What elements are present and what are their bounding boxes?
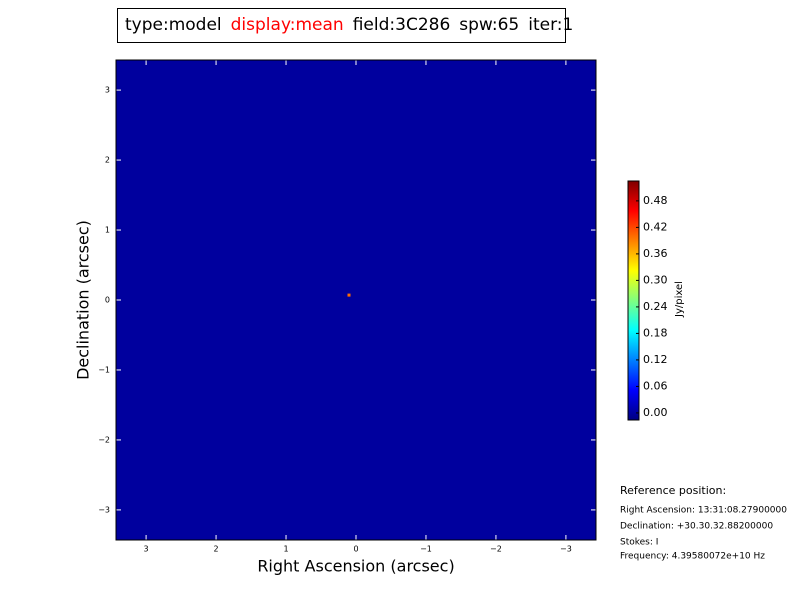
colorbar-tick-label: 0.18: [643, 326, 668, 339]
annotation: Stokes: I: [620, 538, 658, 548]
title-part: display:mean: [231, 15, 344, 35]
x-tick-label: 0: [353, 545, 358, 554]
y-axis-label: Declination (arcsec): [74, 220, 93, 380]
plot-frame: [115, 59, 597, 541]
x-tick-label: −1: [420, 545, 432, 554]
title-part: field:3C286: [353, 15, 451, 35]
y-tick-label: 0: [105, 296, 110, 305]
y-tick-label: 2: [105, 156, 110, 165]
colorbar-tick-label: 0.30: [643, 273, 668, 286]
colorbar-tick-label: 0.06: [643, 379, 668, 392]
y-tick-label: −1: [98, 365, 110, 374]
chart-title: type:model display:mean field:3C286 spw:65 i…: [125, 15, 573, 35]
colorbar-tick-label: 0.42: [643, 220, 668, 233]
colorbar-tick-label: 0.24: [643, 300, 668, 313]
title-box: [117, 8, 566, 43]
title-part: iter:1: [528, 15, 573, 35]
colorbar-tick-label: 0.12: [643, 353, 668, 366]
annotation: Reference position:: [620, 484, 726, 497]
y-tick-label: 1: [105, 226, 110, 235]
x-tick-label: −2: [490, 545, 502, 554]
colorbar-tick-label: 0.36: [643, 247, 668, 260]
title-part: type:model: [125, 15, 222, 35]
y-tick-label: 3: [105, 86, 110, 95]
x-tick-label: 2: [214, 545, 219, 554]
x-tick-label: 3: [144, 545, 149, 554]
x-tick-label: 1: [283, 545, 288, 554]
colorbar-tick-label: 0.00: [643, 406, 668, 419]
y-tick-label: −3: [98, 505, 110, 514]
image-pixel: [347, 293, 351, 297]
annotation: Right Ascension: 13:31:08.27900000: [620, 506, 787, 516]
y-tick-label: −2: [98, 435, 110, 444]
colorbar-tick-label: 0.48: [643, 194, 668, 207]
x-axis-label: Right Ascension (arcsec): [257, 557, 454, 576]
image-background: [116, 60, 596, 540]
x-tick-label: −3: [560, 545, 572, 554]
title-part: spw:65: [459, 15, 519, 35]
annotation: Declination: +30.30.32.88200000: [620, 522, 773, 532]
colorbar: [627, 180, 640, 421]
annotation: Frequency: 4.39580072e+10 Hz: [620, 552, 765, 562]
colorbar-label: Jy/pixel: [674, 281, 685, 318]
